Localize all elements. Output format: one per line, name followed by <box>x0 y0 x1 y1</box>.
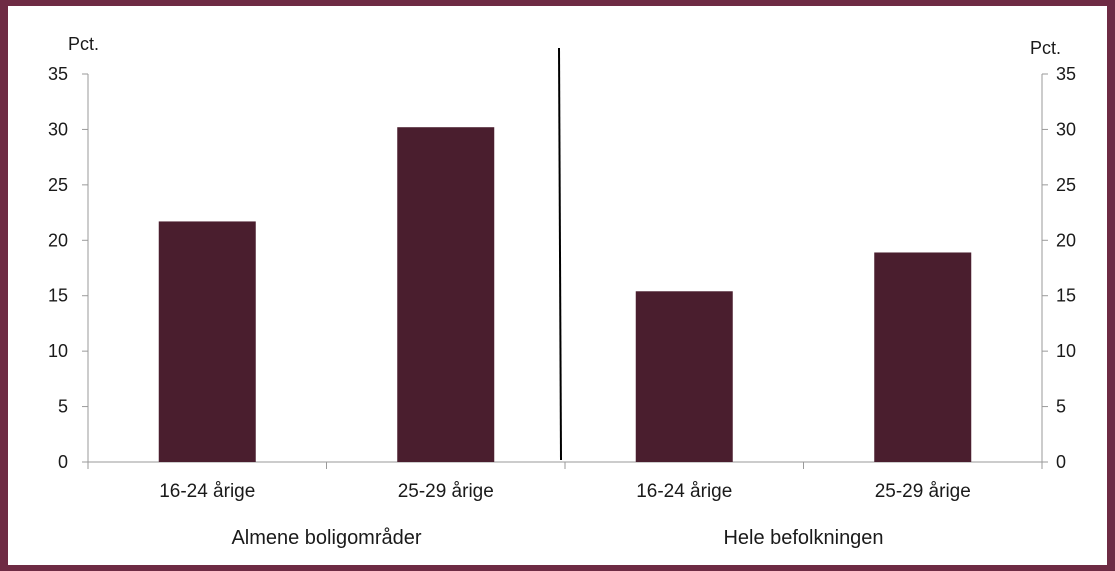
axis-ticks: 0 0 5 5 10 10 15 15 20 20 25 25 30 30 35 35 <box>48 64 1076 472</box>
left-y-tick-label: 25 <box>48 175 68 195</box>
group-divider-line <box>558 47 562 461</box>
right-y-tick-label: 25 <box>1056 175 1076 195</box>
right-y-tick-label: 0 <box>1056 452 1066 472</box>
category-label: 25-29 årige <box>875 481 971 502</box>
category-label: 16-24 årige <box>159 481 255 502</box>
right-y-tick-label: 35 <box>1056 64 1076 84</box>
category-labels: 16-24 årige 25-29 årige 16-24 årige 25-29 å… <box>159 481 971 502</box>
bar <box>158 221 256 462</box>
right-y-tick-label: 15 <box>1056 286 1076 306</box>
right-y-tick-label: 20 <box>1056 230 1076 250</box>
right-y-tick-label: 30 <box>1056 119 1076 139</box>
bar <box>874 252 972 462</box>
category-label: 16-24 årige <box>636 481 732 502</box>
group-label: Hele befolkningen <box>723 527 883 549</box>
left-y-tick-label: 30 <box>48 119 68 139</box>
chart-frame: Pct. Pct. 0 0 5 5 10 10 15 15 20 20 25 25 30 30 35 35 1… <box>8 6 1107 565</box>
bar <box>397 127 495 462</box>
bars <box>158 127 972 462</box>
left-y-tick-label: 15 <box>48 286 68 306</box>
bar <box>635 291 733 462</box>
left-y-tick-label: 5 <box>58 397 68 417</box>
group-labels: Almene boligområder Hele befolkningen <box>231 527 883 549</box>
left-y-tick-label: 10 <box>48 341 68 361</box>
right-y-unit-label: Pct. <box>1030 38 1061 58</box>
right-y-tick-label: 10 <box>1056 341 1076 361</box>
bar-chart: Pct. Pct. 0 0 5 5 10 10 15 15 20 20 25 25 30 30 35 35 1… <box>48 34 1076 549</box>
left-y-tick-label: 0 <box>58 452 68 472</box>
left-y-tick-label: 35 <box>48 64 68 84</box>
category-label: 25-29 årige <box>398 481 494 502</box>
group-label: Almene boligområder <box>231 527 421 549</box>
left-y-unit-label: Pct. <box>68 34 99 54</box>
left-y-tick-label: 20 <box>48 230 68 250</box>
right-y-tick-label: 5 <box>1056 397 1066 417</box>
